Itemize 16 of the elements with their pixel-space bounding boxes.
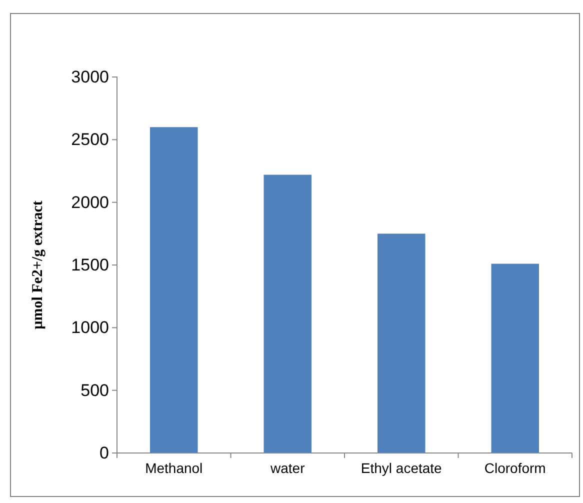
x-tick-label: Ethyl acetate [360, 460, 442, 476]
y-tick-label: 3000 [71, 67, 109, 86]
y-tick-label: 2000 [71, 192, 109, 212]
y-tick-label: 1500 [71, 255, 109, 274]
x-tick-label: Methanol [145, 460, 203, 476]
bar [264, 174, 312, 453]
x-tick-label: water [270, 460, 306, 476]
y-tick-label: 500 [80, 380, 109, 400]
y-axis-title: µmol Fe2+/g extract [30, 200, 46, 330]
bar [377, 234, 426, 453]
y-tick-label: 2500 [71, 130, 109, 150]
x-tick-label: Cloroform [484, 460, 546, 476]
bar [491, 264, 540, 453]
y-tick-label: 1000 [71, 318, 109, 338]
y-tick-label: 0 [100, 443, 109, 462]
bar [150, 127, 198, 453]
